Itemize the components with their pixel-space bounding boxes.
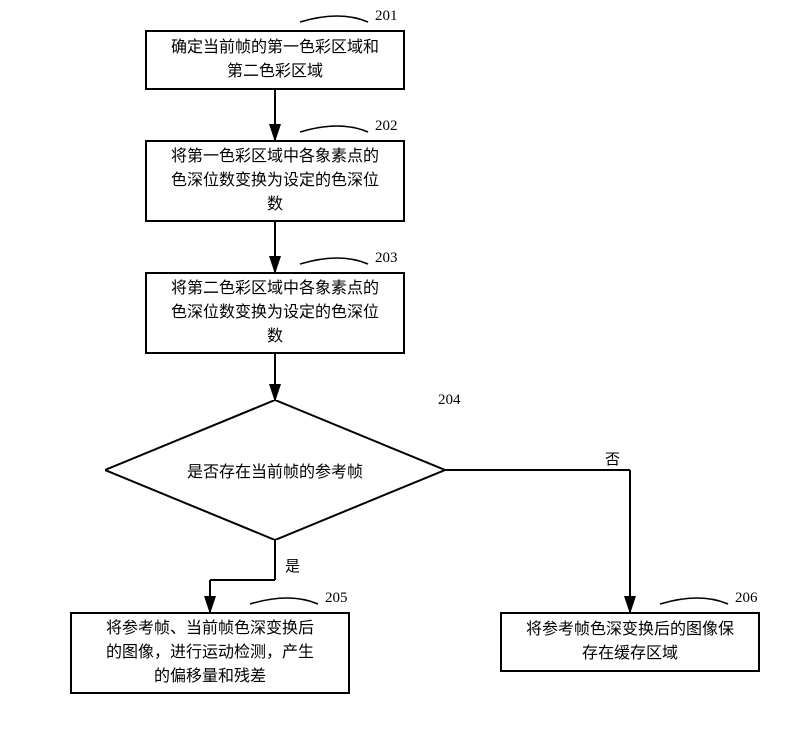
node-206-text: 将参考帧色深变换后的图像保存在缓存区域 [526, 618, 734, 666]
node-203-label: 203 [375, 250, 398, 267]
node-203-text: 将第二色彩区域中各象素点的色深位数变换为设定的色深位数 [171, 277, 379, 349]
node-206-label: 206 [735, 590, 758, 607]
node-205-text: 将参考帧、当前帧色深变换后的图像，进行运动检测，产生的偏移量和残差 [106, 617, 314, 689]
flowchart-node-201: 确定当前帧的第一色彩区域和第二色彩区域 [145, 30, 405, 90]
flowchart-node-203: 将第二色彩区域中各象素点的色深位数变换为设定的色深位数 [145, 272, 405, 354]
node-204-text: 是否存在当前帧的参考帧 [187, 458, 363, 482]
node-201-text: 确定当前帧的第一色彩区域和第二色彩区域 [171, 36, 379, 84]
flowchart-node-204: 是否存在当前帧的参考帧 [105, 400, 445, 540]
flowchart-node-206: 将参考帧色深变换后的图像保存在缓存区域 [500, 612, 760, 672]
branch-label-yes: 是 [285, 555, 300, 576]
branch-label-no: 否 [605, 448, 620, 469]
node-205-label: 205 [325, 590, 348, 607]
flowchart-node-205: 将参考帧、当前帧色深变换后的图像，进行运动检测，产生的偏移量和残差 [70, 612, 350, 694]
node-201-label: 201 [375, 8, 398, 25]
flowchart-node-202: 将第一色彩区域中各象素点的色深位数变换为设定的色深位数 [145, 140, 405, 222]
node-202-label: 202 [375, 118, 398, 135]
node-202-text: 将第一色彩区域中各象素点的色深位数变换为设定的色深位数 [171, 145, 379, 217]
